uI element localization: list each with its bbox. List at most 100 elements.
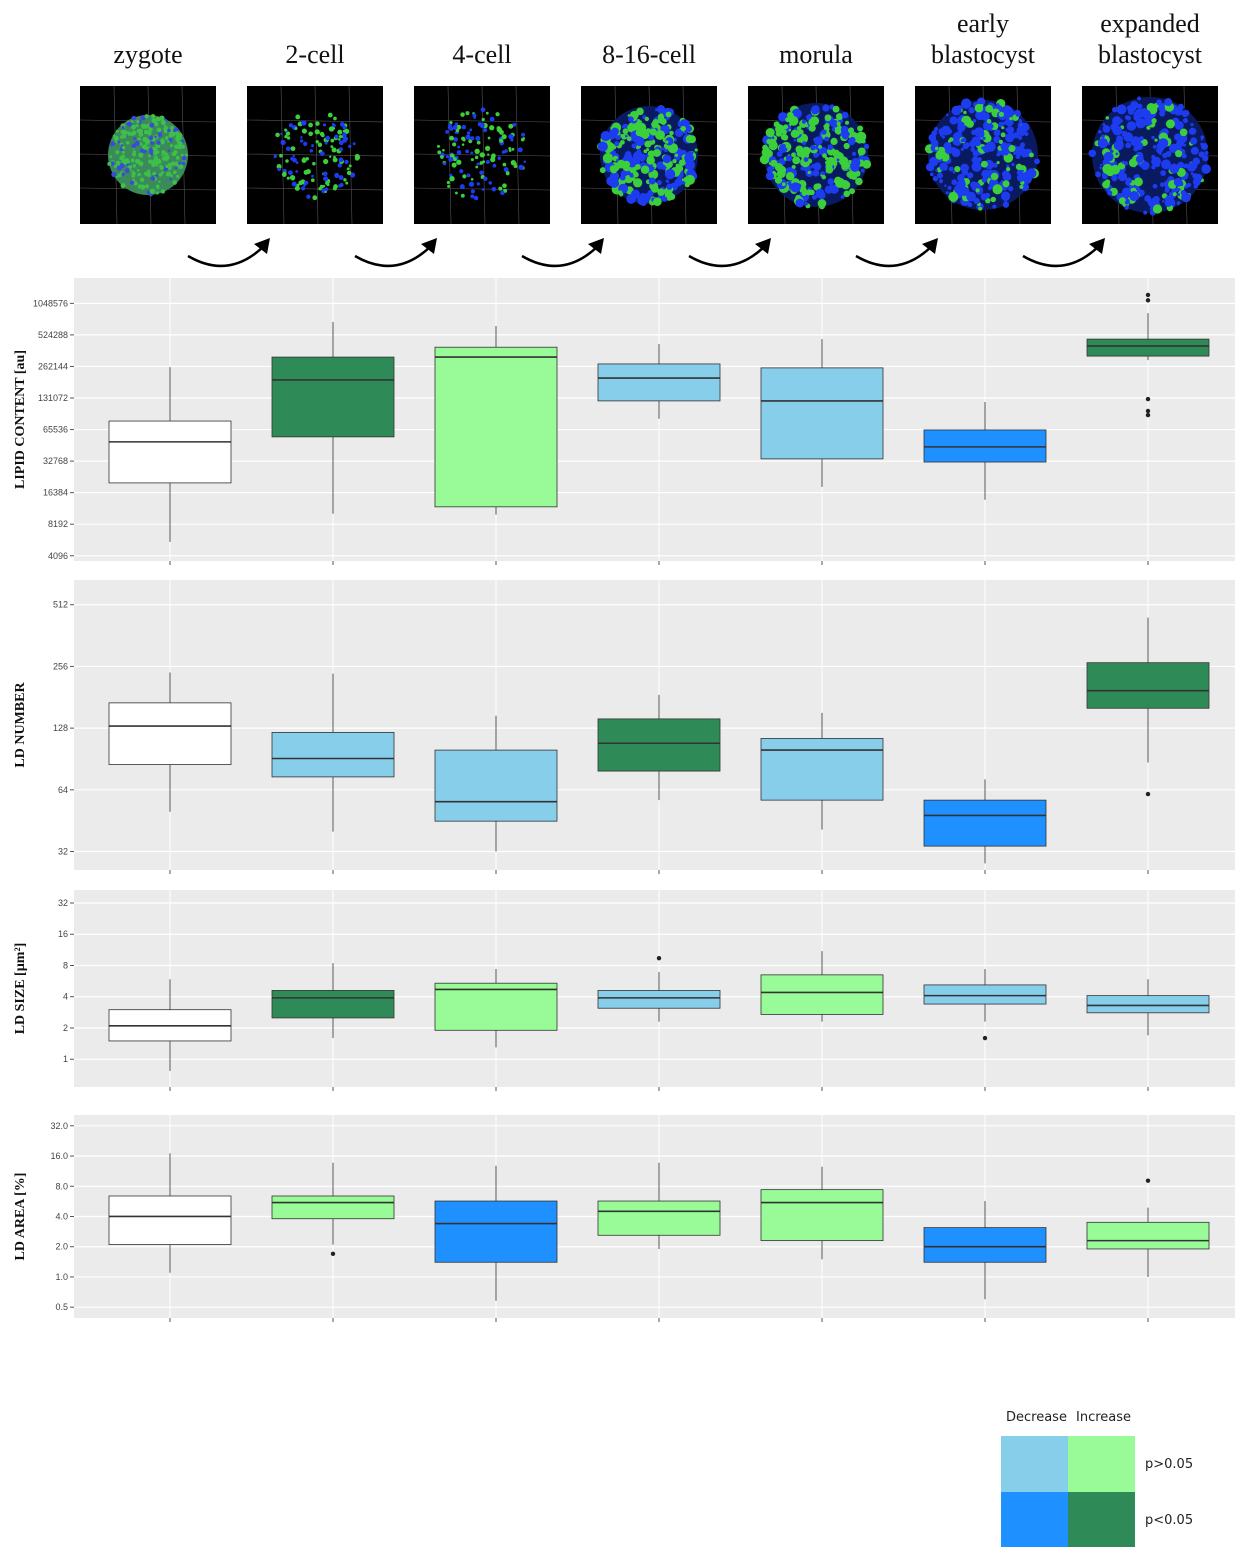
embryo-dot: [474, 196, 479, 201]
y-axis-label: LD NUMBER: [13, 682, 28, 768]
embryo-dot: [284, 135, 287, 138]
embryo-dot: [311, 178, 315, 182]
embryo-dot: [1001, 126, 1004, 129]
outlier: [1146, 397, 1150, 401]
embryo-dot: [935, 147, 939, 151]
y-tick-label: 2.0: [55, 1242, 68, 1252]
embryo-dot: [280, 133, 282, 135]
embryo-dot: [861, 169, 865, 173]
embryo-dot: [125, 168, 130, 173]
box: [598, 990, 720, 1008]
embryo-dot: [295, 170, 298, 173]
embryo-dot: [121, 183, 126, 188]
y-tick-label: 131072: [38, 393, 68, 403]
embryo-dot: [275, 133, 280, 138]
embryo-dot: [467, 131, 470, 134]
embryo-dot: [323, 171, 328, 176]
y-tick-label: 32: [58, 898, 68, 908]
embryo-dot: [154, 122, 159, 127]
embryo-dot: [845, 121, 849, 125]
embryo-dot: [442, 149, 445, 152]
box: [435, 1201, 557, 1262]
embryo-dot: [650, 128, 657, 135]
embryo-dot: [1169, 164, 1179, 174]
embryo-dot: [926, 163, 935, 172]
embryo-dot: [1017, 170, 1023, 176]
embryo-dot: [470, 151, 473, 154]
box: [761, 368, 883, 459]
box: [435, 347, 557, 507]
stage-label: 2-cell: [285, 40, 344, 69]
embryo-dot: [1137, 96, 1141, 100]
embryo-dot: [669, 193, 675, 199]
embryo-dot: [842, 180, 848, 186]
embryo-dot: [1143, 211, 1147, 215]
embryo-dot: [1105, 116, 1109, 120]
embryo-dot: [465, 135, 470, 140]
embryo-dot: [623, 161, 630, 168]
embryo-dot: [659, 109, 662, 112]
y-tick-label: 32.0: [50, 1121, 68, 1131]
embryo-dot: [138, 161, 143, 166]
embryo-dot: [133, 165, 136, 168]
embryo-dot: [958, 134, 961, 137]
embryo-dot: [340, 122, 345, 127]
embryo-dot: [623, 128, 629, 134]
embryo-dot: [1192, 158, 1200, 166]
embryo-dot: [628, 116, 634, 122]
embryo-dot: [1160, 170, 1166, 176]
y-axis-label: LD SIZE [µm²]: [13, 943, 28, 1035]
embryo-dot: [1026, 168, 1036, 178]
embryo-dot: [445, 130, 449, 134]
embryo-dot: [165, 136, 169, 140]
embryo-dot: [844, 165, 847, 168]
embryo-dot: [818, 145, 822, 149]
embryo-dot: [453, 157, 457, 161]
embryo-dot: [1107, 190, 1112, 195]
embryo-dot: [665, 140, 668, 143]
embryo-dot: [766, 139, 772, 145]
embryo-dot: [524, 161, 527, 164]
embryo-dot: [110, 141, 115, 146]
embryo-dot: [961, 148, 964, 151]
embryo-dot: [1029, 152, 1034, 157]
embryo-image: [247, 86, 437, 266]
embryo-dot: [1101, 134, 1105, 138]
embryo-dot: [931, 130, 937, 136]
embryo-dot: [1175, 150, 1182, 157]
embryo-dot: [1016, 164, 1022, 170]
embryo-dot: [138, 184, 142, 188]
embryo-dot: [159, 173, 163, 177]
legend-column: Decrease: [1006, 1410, 1067, 1425]
embryo-dot: [168, 149, 171, 152]
embryo-dot: [339, 158, 344, 163]
embryo-dot: [460, 184, 465, 189]
embryo-dot: [1015, 112, 1020, 117]
embryo-dot: [1164, 195, 1166, 197]
embryo-dot: [1118, 131, 1120, 133]
embryo-dot: [477, 141, 481, 145]
embryo-dot: [503, 163, 507, 167]
embryo-dot: [1003, 175, 1008, 180]
embryo-dot: [178, 165, 182, 169]
embryo-dot: [856, 179, 860, 183]
embryo-dot: [300, 139, 303, 142]
embryo-dot: [117, 173, 121, 177]
embryo-dot: [344, 160, 348, 164]
embryo-dot: [1134, 177, 1143, 186]
embryo-dot: [502, 134, 507, 139]
legend-swatch: [1001, 1492, 1068, 1547]
y-tick-label: 32768: [43, 456, 68, 466]
embryo-dot: [968, 107, 974, 113]
embryo-dot: [457, 146, 460, 149]
embryo-dot: [651, 185, 659, 193]
y-tick-label: 0.5: [55, 1302, 68, 1312]
embryo-dot: [622, 124, 627, 129]
embryo-dot: [1116, 135, 1123, 142]
embryo-dot: [447, 185, 450, 188]
embryo-dot: [144, 130, 149, 135]
embryo-dot: [504, 149, 508, 153]
embryo-dot: [792, 156, 800, 164]
embryo-dot: [1005, 128, 1009, 132]
embryo-dot: [325, 142, 328, 145]
